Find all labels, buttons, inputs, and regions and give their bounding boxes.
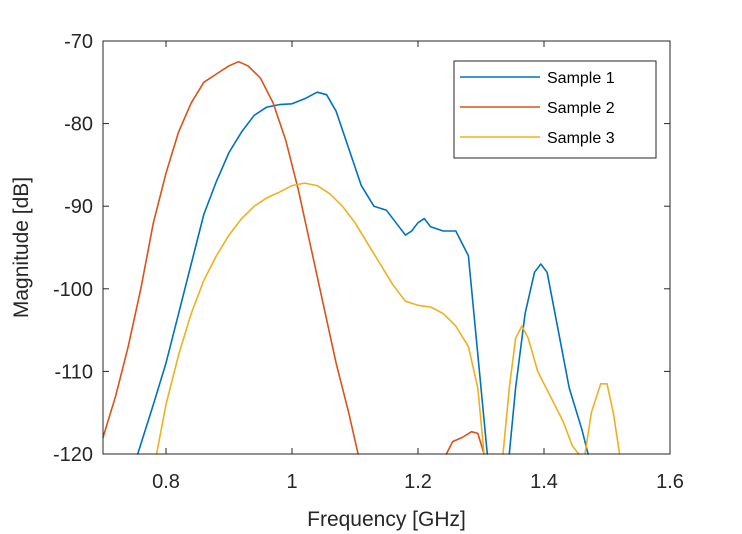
- series-3-line-segment-1: [155, 182, 485, 455]
- y-tick-label: -100: [53, 279, 93, 301]
- series-2-line-segment-1: [102, 60, 359, 455]
- series-3-line-segment-3: [584, 383, 621, 455]
- y-axis-label: Magnitude [dB]: [10, 177, 33, 318]
- axes-frame: [102, 40, 671, 455]
- y-tick-label: -80: [64, 114, 93, 136]
- y-tick-label: -70: [64, 31, 93, 53]
- series-layer: [102, 60, 621, 455]
- series-3-line-segment-2: [502, 325, 580, 455]
- legend-label-3: Sample 3: [547, 130, 615, 147]
- x-tick-label: 1.6: [656, 471, 684, 493]
- x-tick-label: 1: [286, 471, 297, 493]
- x-tick-label: 0.8: [152, 471, 180, 493]
- ticks-layer: 0.8 1 1.2 1.4 1.6 -70 -80 -90 -100 -110 -120: [53, 31, 684, 493]
- x-tick-label: 1.2: [404, 471, 432, 493]
- legend: Sample 1 Sample 2 Sample 3: [453, 60, 657, 159]
- series-2-line-segment-2: [445, 430, 485, 455]
- series-1-line-segment-1: [136, 91, 489, 455]
- y-tick-label: -120: [53, 444, 93, 466]
- series-1-line-segment-2: [508, 263, 589, 455]
- x-axis-label: Frequency [GHz]: [307, 508, 466, 531]
- legend-label-1: Sample 1: [547, 70, 615, 87]
- x-tick-label: 1.4: [530, 471, 558, 493]
- legend-label-2: Sample 2: [547, 100, 615, 117]
- y-tick-label: -110: [54, 361, 93, 383]
- y-tick-label: -90: [64, 196, 93, 218]
